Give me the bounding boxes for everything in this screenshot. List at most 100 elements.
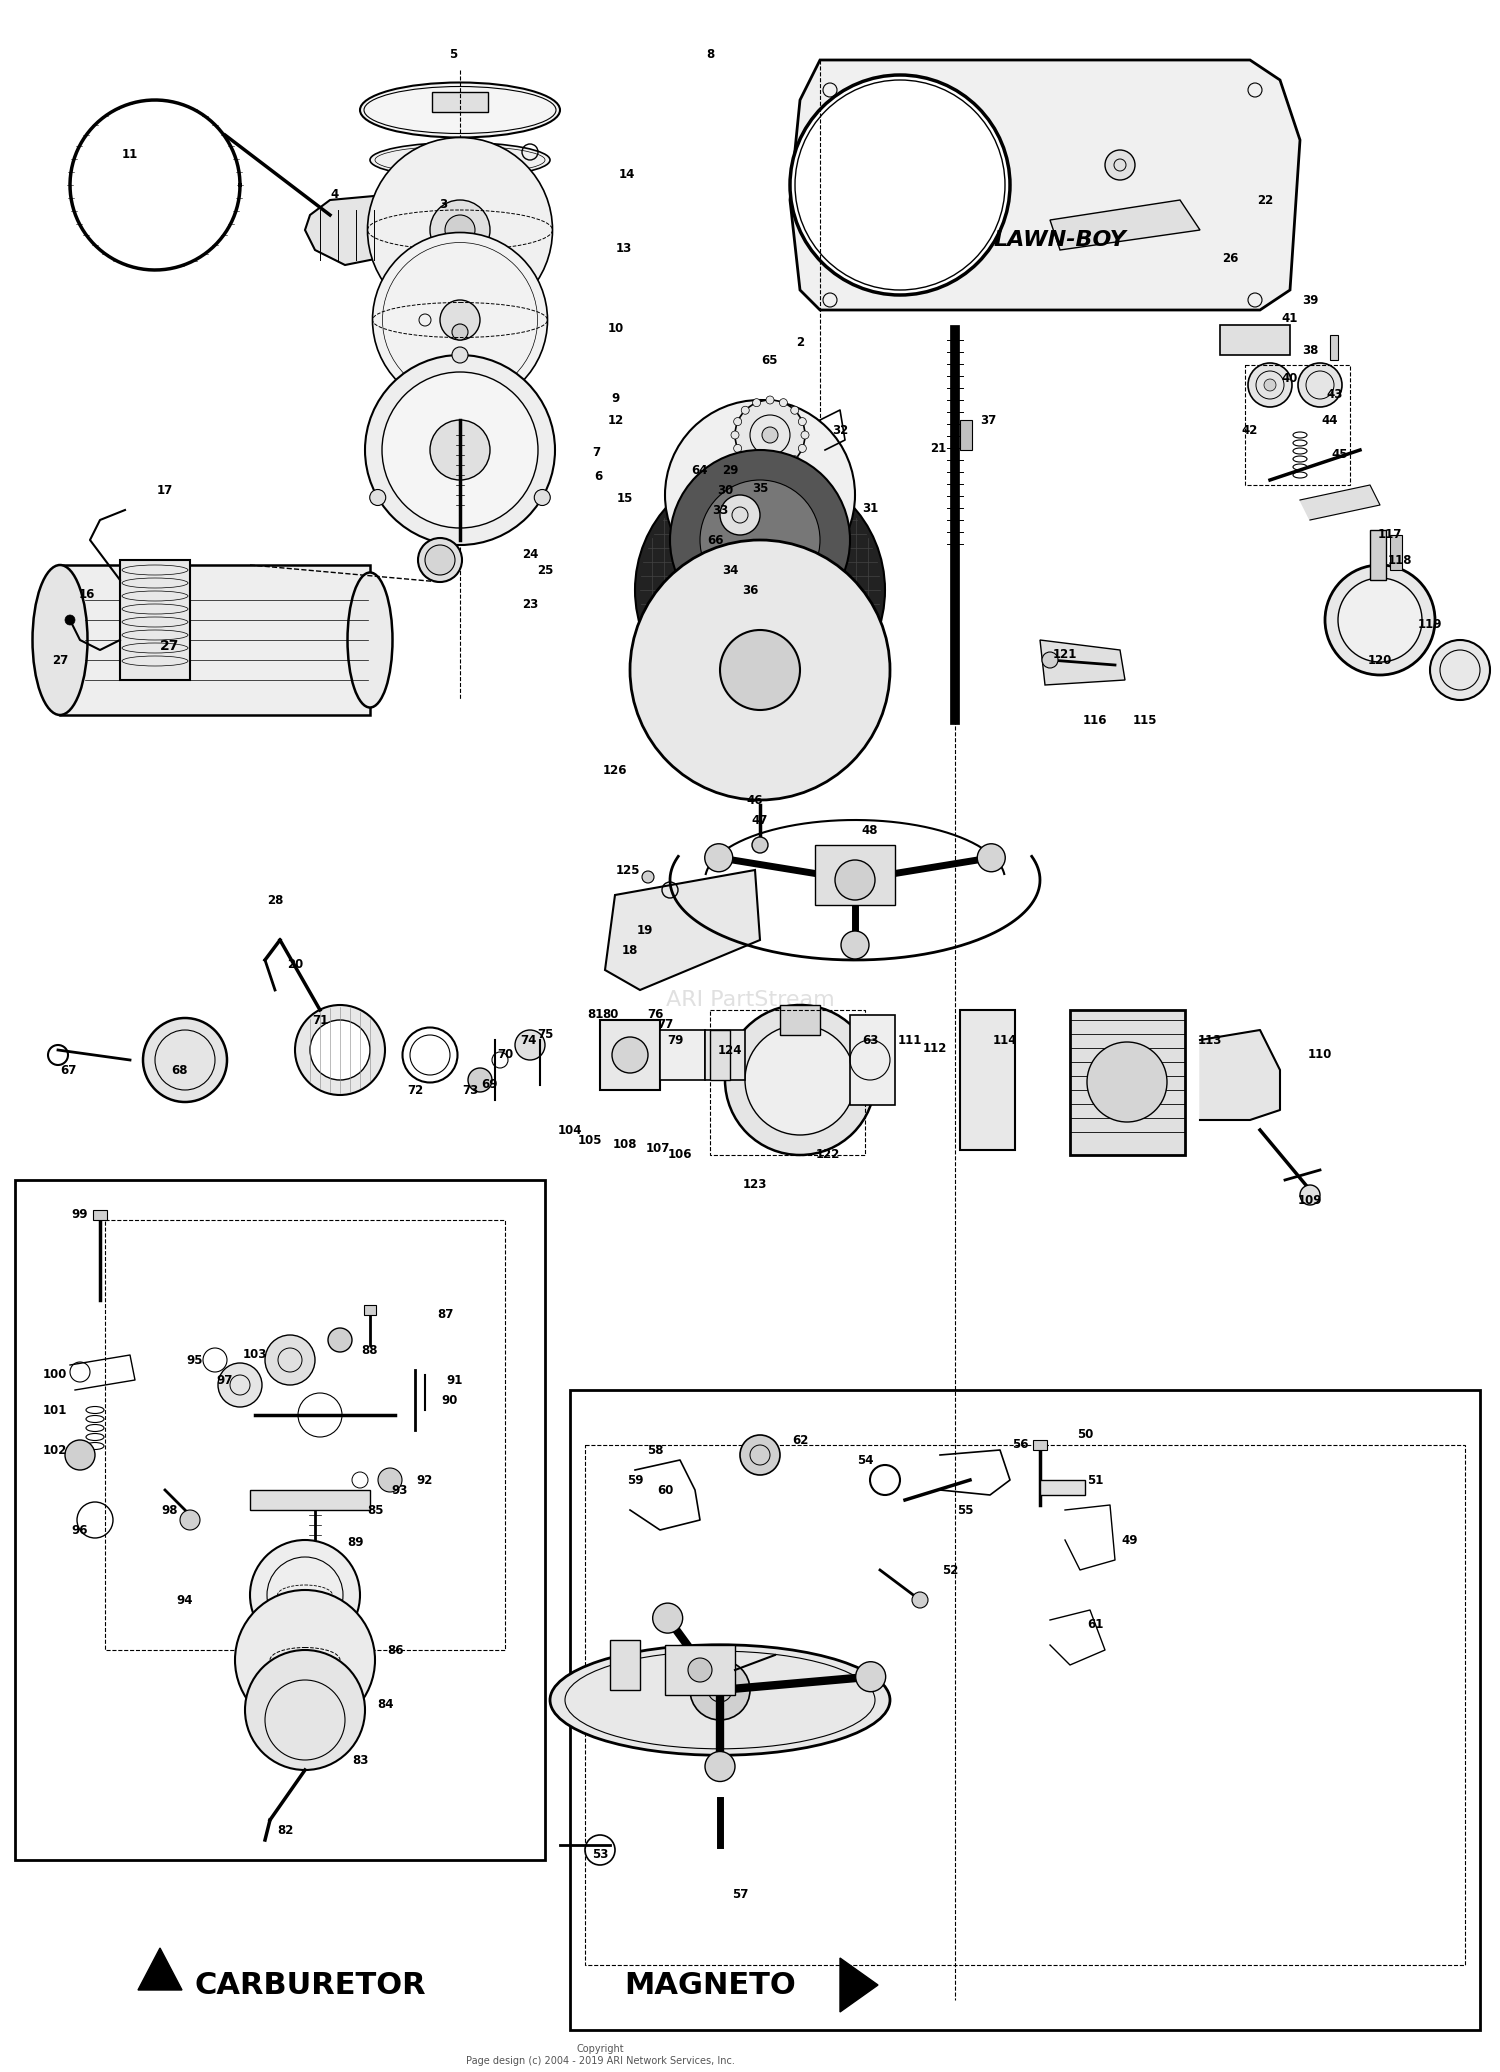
Circle shape <box>430 421 490 481</box>
Text: 38: 38 <box>1302 344 1318 356</box>
Ellipse shape <box>550 1645 890 1755</box>
Polygon shape <box>1050 1610 1106 1666</box>
Text: 69: 69 <box>482 1080 498 1092</box>
Text: 90: 90 <box>442 1394 458 1407</box>
Circle shape <box>430 201 490 259</box>
Text: 4: 4 <box>332 189 339 201</box>
Bar <box>585 1444 1466 1964</box>
Text: 115: 115 <box>1132 713 1158 727</box>
Circle shape <box>369 489 386 506</box>
Text: 15: 15 <box>616 491 633 503</box>
Polygon shape <box>804 669 880 688</box>
Text: 25: 25 <box>537 564 554 576</box>
Circle shape <box>612 1036 648 1073</box>
Ellipse shape <box>33 566 87 715</box>
Text: 10: 10 <box>608 321 624 334</box>
Polygon shape <box>840 1958 878 2012</box>
Text: 22: 22 <box>1257 193 1274 207</box>
Text: 28: 28 <box>267 893 284 908</box>
Circle shape <box>780 398 788 406</box>
Circle shape <box>1430 640 1490 700</box>
Text: 11: 11 <box>122 149 138 162</box>
Text: 95: 95 <box>186 1353 204 1368</box>
Bar <box>780 1005 820 1036</box>
Polygon shape <box>604 870 760 990</box>
Ellipse shape <box>370 143 550 178</box>
Circle shape <box>514 1030 544 1061</box>
Circle shape <box>741 456 750 464</box>
Text: 7: 7 <box>592 445 600 460</box>
Circle shape <box>364 354 555 545</box>
Ellipse shape <box>310 1019 370 1080</box>
Text: 87: 87 <box>436 1310 453 1322</box>
Text: 52: 52 <box>942 1564 958 1577</box>
Text: 103: 103 <box>243 1349 267 1361</box>
Text: 72: 72 <box>406 1084 423 1096</box>
Circle shape <box>762 427 778 443</box>
Circle shape <box>217 1363 262 1407</box>
Text: 67: 67 <box>60 1063 76 1077</box>
Polygon shape <box>645 684 720 721</box>
Text: 80: 80 <box>602 1009 618 1021</box>
Circle shape <box>440 300 480 340</box>
Text: 98: 98 <box>162 1504 178 1517</box>
Text: 126: 126 <box>603 762 627 777</box>
Circle shape <box>266 1334 315 1384</box>
Bar <box>610 1641 640 1691</box>
Text: 117: 117 <box>1378 528 1402 541</box>
Text: 6: 6 <box>594 470 602 483</box>
Text: 77: 77 <box>657 1019 674 1032</box>
Text: 53: 53 <box>592 1848 608 1861</box>
Circle shape <box>1248 363 1292 406</box>
Circle shape <box>251 1539 360 1649</box>
Text: 88: 88 <box>362 1343 378 1357</box>
Text: 27: 27 <box>160 638 180 653</box>
Circle shape <box>1298 363 1342 406</box>
Circle shape <box>790 456 798 464</box>
Text: 32: 32 <box>833 423 848 437</box>
Text: 8: 8 <box>706 48 714 62</box>
Text: 99: 99 <box>72 1208 88 1222</box>
Circle shape <box>735 400 806 470</box>
Text: 94: 94 <box>177 1593 194 1606</box>
Text: 29: 29 <box>722 464 738 477</box>
Bar <box>960 1009 1016 1150</box>
Polygon shape <box>640 653 716 669</box>
Polygon shape <box>796 690 868 738</box>
Text: 16: 16 <box>80 588 94 601</box>
Text: 23: 23 <box>522 599 538 611</box>
Text: 114: 114 <box>993 1034 1017 1046</box>
Bar <box>570 1390 1480 2031</box>
Circle shape <box>1042 653 1058 667</box>
Circle shape <box>1264 379 1276 392</box>
Text: 44: 44 <box>1322 414 1338 427</box>
Circle shape <box>64 615 75 626</box>
Text: 51: 51 <box>1088 1473 1102 1486</box>
Text: 13: 13 <box>616 242 632 255</box>
Text: 106: 106 <box>668 1148 692 1162</box>
Text: 30: 30 <box>717 483 734 497</box>
Text: 34: 34 <box>722 564 738 576</box>
Text: 84: 84 <box>376 1699 393 1711</box>
Polygon shape <box>70 1355 135 1390</box>
Polygon shape <box>1040 640 1125 686</box>
Text: 56: 56 <box>1011 1438 1029 1452</box>
Bar <box>1040 1479 1084 1496</box>
Text: 35: 35 <box>752 481 768 495</box>
Text: 96: 96 <box>72 1523 88 1537</box>
Circle shape <box>753 464 760 470</box>
Ellipse shape <box>348 572 393 707</box>
Circle shape <box>912 1591 928 1608</box>
Text: 5: 5 <box>448 48 458 62</box>
Circle shape <box>634 464 885 715</box>
Text: 102: 102 <box>44 1444 68 1457</box>
Circle shape <box>766 466 774 474</box>
Text: 14: 14 <box>620 168 634 182</box>
Polygon shape <box>770 553 804 628</box>
Text: 17: 17 <box>158 483 172 497</box>
Polygon shape <box>940 1450 1010 1496</box>
Text: 125: 125 <box>615 864 640 876</box>
Text: 45: 45 <box>1332 448 1348 462</box>
Polygon shape <box>419 253 460 282</box>
Circle shape <box>790 75 1010 294</box>
